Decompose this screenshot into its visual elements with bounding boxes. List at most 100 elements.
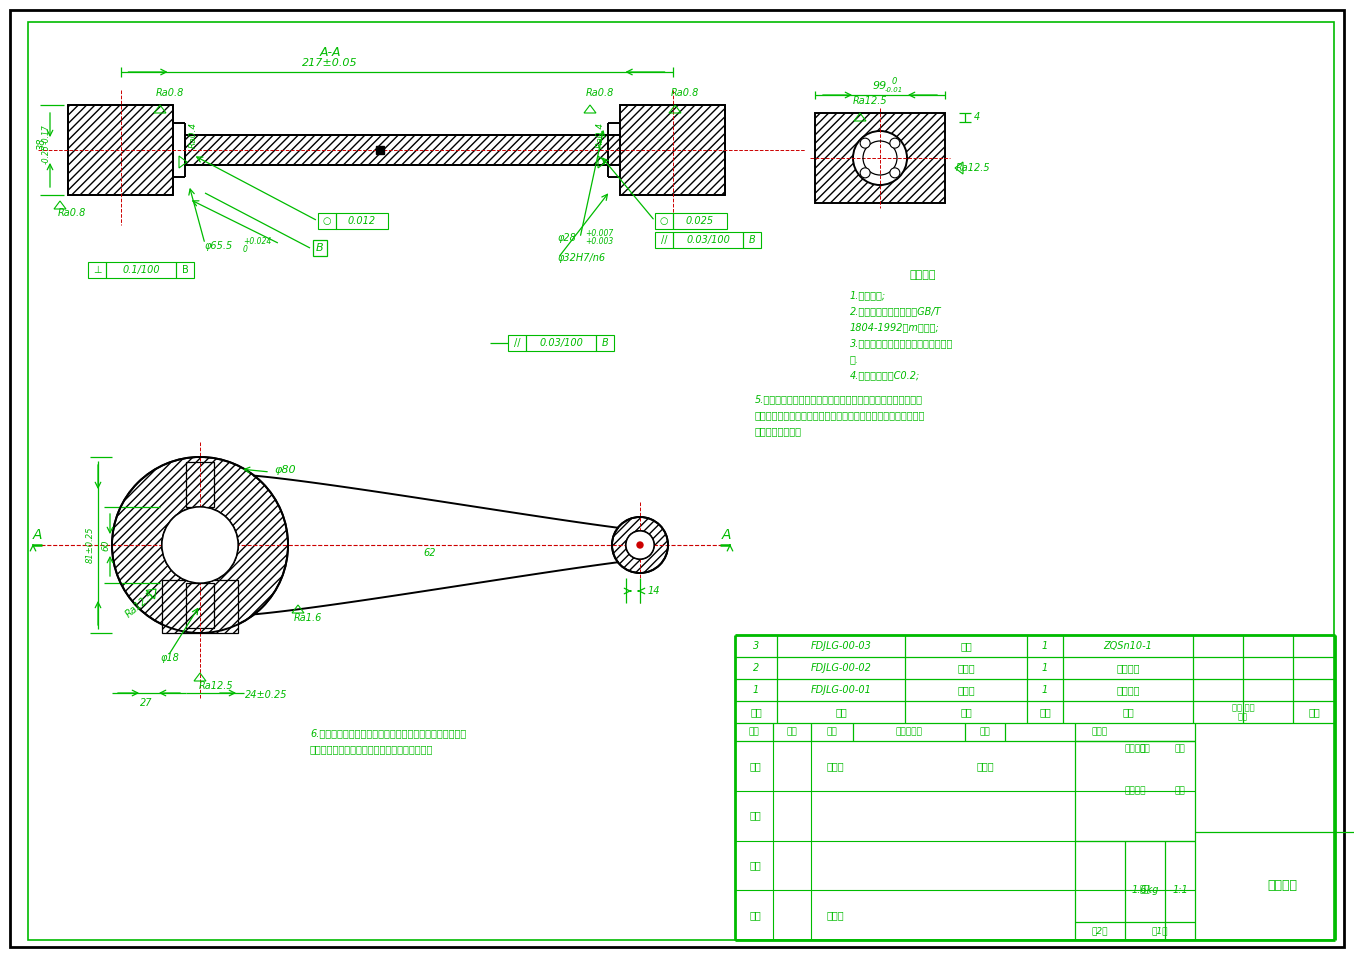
Text: -0.25: -0.25 (42, 145, 50, 164)
Text: 比例: 比例 (1175, 787, 1185, 795)
Text: Ra0.8: Ra0.8 (670, 88, 699, 98)
Text: Ra0.4: Ra0.4 (596, 122, 604, 148)
Text: Ra0.4: Ra0.4 (188, 122, 198, 148)
Text: +0.007: +0.007 (585, 229, 613, 237)
Circle shape (860, 167, 871, 178)
Polygon shape (185, 135, 620, 165)
Text: FDJLG-00-03: FDJLG-00-03 (811, 641, 872, 651)
Text: 4.未注倒角处为C0.2;: 4.未注倒角处为C0.2; (850, 370, 921, 380)
Polygon shape (185, 583, 214, 628)
Text: //: // (513, 338, 520, 348)
Text: FDJLG-00-02: FDJLG-00-02 (811, 663, 872, 673)
Polygon shape (815, 113, 945, 203)
Wedge shape (112, 457, 288, 633)
Text: 序号: 序号 (750, 707, 762, 717)
Text: 1: 1 (1041, 641, 1048, 651)
Polygon shape (376, 146, 385, 154)
Text: φ28: φ28 (558, 233, 577, 243)
Text: 分区: 分区 (827, 727, 837, 737)
Text: 审核: 审核 (749, 811, 761, 820)
Text: 年月日: 年月日 (1091, 727, 1108, 737)
Text: A-A: A-A (320, 46, 341, 58)
Text: 粉末冶金: 粉末冶金 (1116, 663, 1140, 673)
Text: 标准化: 标准化 (976, 761, 994, 771)
Text: 1: 1 (1041, 685, 1048, 695)
Text: φ65.5: φ65.5 (204, 241, 233, 251)
Text: 曹政通: 曹政通 (826, 910, 844, 920)
Text: 1:1: 1:1 (1173, 885, 1187, 895)
Text: B: B (749, 235, 756, 245)
Text: +0.024: +0.024 (242, 236, 271, 246)
Text: 签名: 签名 (980, 727, 990, 737)
Text: 1.去刺倒棱;: 1.去刺倒棱; (850, 290, 886, 300)
Text: 0: 0 (242, 246, 248, 255)
Text: 比例: 比例 (1175, 745, 1185, 753)
Text: 数量: 数量 (1039, 707, 1051, 717)
Text: 粉末冶金: 粉末冶金 (1116, 685, 1140, 695)
Text: 6.零件在装配前必须清理和清洗干净，不得有毛刺、飞边、: 6.零件在装配前必须清理和清洗干净，不得有毛刺、飞边、 (310, 728, 466, 738)
Text: 粉末冶金: 粉末冶金 (1267, 879, 1297, 892)
Text: Ra1.6: Ra1.6 (294, 613, 322, 623)
Circle shape (853, 131, 907, 185)
Text: 氧化皮、锈蚀、切削、油污、着色剂和灰尘等。: 氧化皮、锈蚀、切削、油污、着色剂和灰尘等。 (310, 744, 433, 754)
Text: 阶段标记: 阶段标记 (1124, 787, 1145, 795)
Text: 材料: 材料 (1122, 707, 1133, 717)
Text: 1.6kg: 1.6kg (1131, 885, 1159, 895)
Text: 连杆体: 连杆体 (957, 663, 975, 673)
Text: B: B (317, 243, 324, 253)
Text: 0.012: 0.012 (348, 216, 376, 226)
Text: 更改文件号: 更改文件号 (895, 727, 922, 737)
Text: //: // (661, 235, 668, 245)
Text: ○: ○ (659, 216, 669, 226)
Polygon shape (185, 462, 214, 507)
Text: 工艺: 工艺 (749, 910, 761, 920)
Text: 批准: 批准 (749, 860, 761, 870)
Text: 0.03/100: 0.03/100 (686, 235, 730, 245)
Circle shape (860, 138, 871, 148)
Text: 技术要求: 技术要求 (910, 270, 937, 280)
Text: φ80: φ80 (275, 465, 295, 475)
Circle shape (162, 507, 238, 583)
Text: 5.精加工后的零件覆放时不得直接放在地面上，应采取必要的支: 5.精加工后的零件覆放时不得直接放在地面上，应采取必要的支 (756, 394, 923, 404)
Text: 备注: 备注 (1308, 707, 1320, 717)
Circle shape (162, 507, 238, 583)
Text: φ18: φ18 (161, 653, 180, 663)
Text: 阶段标记: 阶段标记 (1124, 745, 1145, 753)
Text: 27: 27 (139, 698, 152, 708)
Text: 1: 1 (753, 685, 760, 695)
Text: Ra0.8: Ra0.8 (156, 88, 184, 98)
Text: 1804-1992的m级执行;: 1804-1992的m级执行; (850, 322, 940, 332)
Text: ⊥: ⊥ (93, 265, 102, 275)
Text: 0: 0 (891, 78, 896, 86)
Circle shape (636, 542, 643, 548)
Text: 38: 38 (37, 138, 47, 150)
Polygon shape (68, 105, 173, 195)
Text: 3.零件应检查合格后才能进入下一道工: 3.零件应检查合格后才能进入下一道工 (850, 338, 953, 348)
Text: φ32H7/n6: φ32H7/n6 (558, 253, 607, 263)
Text: 处数: 处数 (787, 727, 798, 737)
Text: 3: 3 (753, 641, 760, 651)
Text: 2.线性尺寸未标注公差按GB/T: 2.线性尺寸未标注公差按GB/T (850, 306, 941, 316)
Polygon shape (162, 580, 238, 633)
Text: 1: 1 (1041, 663, 1048, 673)
Text: 62: 62 (424, 548, 436, 558)
Text: 99: 99 (873, 81, 887, 91)
Text: -0.17: -0.17 (42, 124, 50, 144)
Text: FDJLG-00-01: FDJLG-00-01 (811, 685, 872, 695)
Text: 衬套: 衬套 (960, 641, 972, 651)
Text: 0.03/100: 0.03/100 (539, 338, 584, 348)
Text: -0.01: -0.01 (886, 87, 903, 93)
Text: ○: ○ (322, 216, 332, 226)
Text: 重量: 重量 (1238, 713, 1248, 722)
Circle shape (626, 531, 654, 559)
Text: 0.1/100: 0.1/100 (122, 265, 160, 275)
Text: 连杆盖: 连杆盖 (957, 685, 975, 695)
Text: 4: 4 (974, 112, 980, 122)
Polygon shape (620, 105, 724, 195)
Text: 序.: 序. (850, 354, 858, 364)
Text: 0.025: 0.025 (686, 216, 714, 226)
Text: 81±0.25: 81±0.25 (85, 526, 95, 564)
Text: 重量: 重量 (1140, 745, 1151, 753)
Text: 14: 14 (647, 586, 661, 596)
Text: 标记: 标记 (749, 727, 760, 737)
